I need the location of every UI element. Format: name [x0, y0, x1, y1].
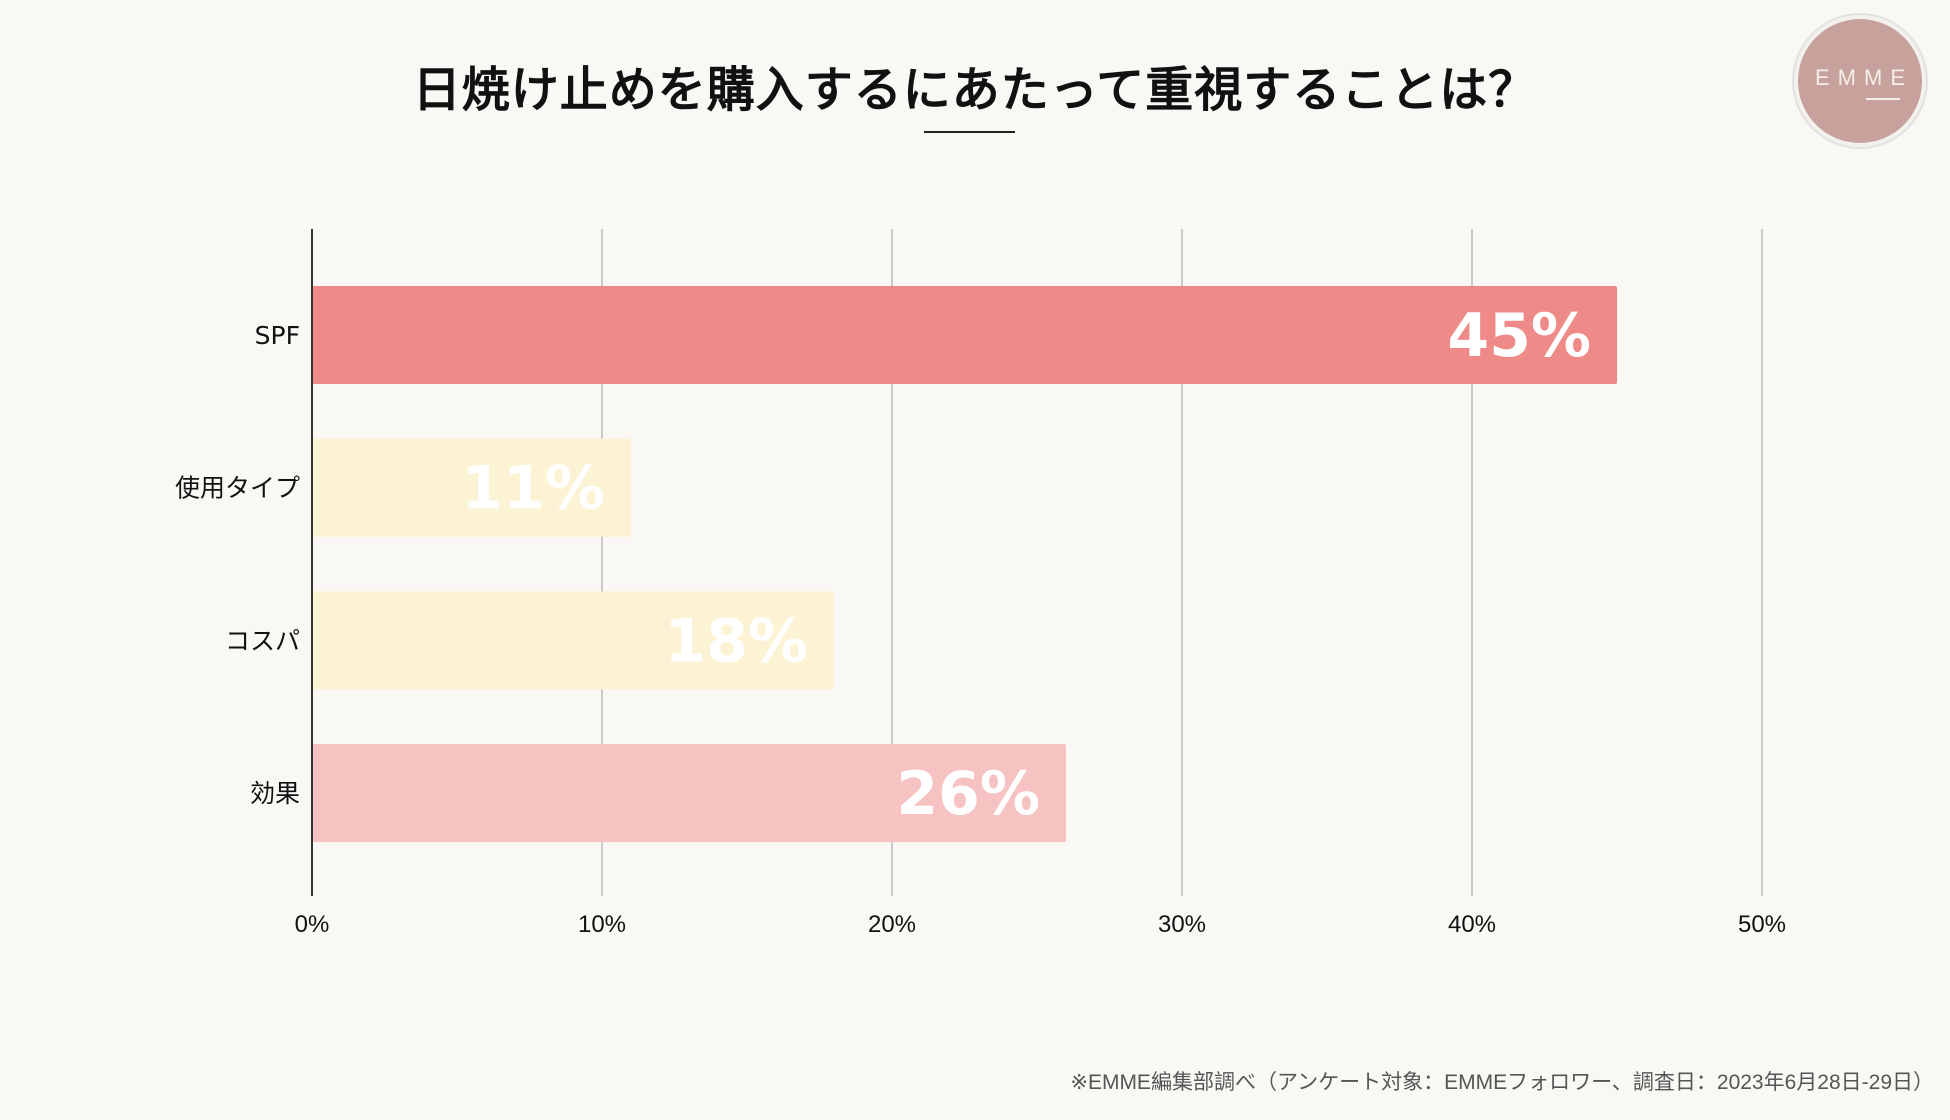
source-note: ※EMME編集部調べ（アンケート対象：EMMEフォロワー、調査日：2023年6月… — [1070, 1071, 1934, 1094]
chart-title: 日焼け止めを購入するにあたって重視することは？ — [412, 62, 1538, 118]
bar-3 — [312, 744, 1066, 843]
emme-logo: EMME — [1798, 19, 1922, 143]
category-label: 使用タイプ — [175, 474, 300, 503]
title-underline — [924, 131, 1015, 133]
value-label: 18% — [664, 606, 808, 676]
bar-2 — [312, 591, 834, 690]
value-label: 26% — [896, 759, 1040, 829]
value-label: 45% — [1447, 301, 1591, 371]
bar-1 — [312, 438, 631, 537]
logo-text: EMME — [1815, 65, 1913, 90]
category-label: SPF — [255, 321, 300, 350]
value-label: 11% — [461, 454, 605, 524]
category-label: コスパ — [225, 626, 300, 655]
x-tick-label: 30% — [1158, 911, 1206, 938]
x-tick-label: 50% — [1738, 911, 1786, 938]
x-tick-label: 20% — [868, 911, 916, 938]
logo-underline — [1866, 98, 1900, 100]
x-tick-label: 0% — [295, 911, 330, 938]
x-tick-label: 40% — [1448, 911, 1496, 938]
bar-0 — [312, 286, 1617, 384]
x-tick-label: 10% — [578, 911, 626, 938]
category-label: 効果 — [250, 779, 300, 808]
